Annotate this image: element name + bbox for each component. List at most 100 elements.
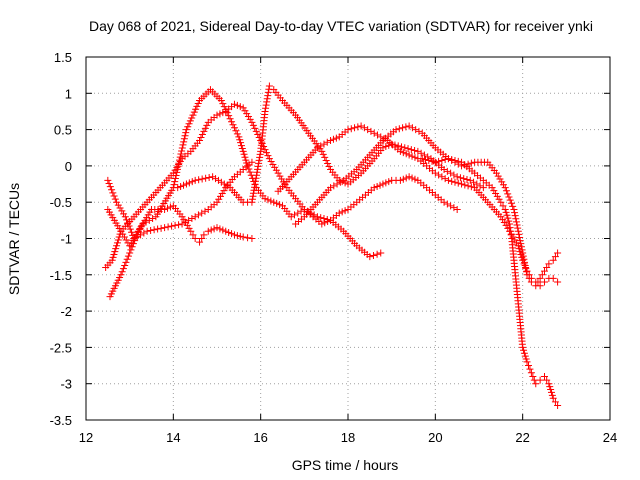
data-point xyxy=(263,95,271,103)
data-point xyxy=(401,144,409,152)
data-point xyxy=(336,178,344,186)
data-point xyxy=(453,205,461,213)
data-point xyxy=(341,207,349,215)
data-point xyxy=(112,245,120,253)
data-point xyxy=(513,239,521,247)
data-point xyxy=(317,214,325,222)
data-point xyxy=(319,150,327,158)
data-point xyxy=(111,195,119,203)
data-point xyxy=(189,231,197,239)
data-point xyxy=(128,228,136,236)
data-point xyxy=(230,231,238,239)
data-point xyxy=(435,171,443,179)
data-point xyxy=(443,200,451,208)
data-point xyxy=(554,278,562,286)
data-point xyxy=(382,179,390,187)
data-point xyxy=(554,401,562,409)
data-point xyxy=(521,352,529,360)
data-point xyxy=(527,278,535,286)
data-point xyxy=(320,215,328,223)
data-point xyxy=(411,175,419,183)
data-point xyxy=(313,144,321,152)
data-point xyxy=(194,211,202,219)
data-point xyxy=(335,209,343,217)
data-point xyxy=(242,156,250,164)
data-point xyxy=(137,231,145,239)
data-point xyxy=(122,258,130,266)
data-point xyxy=(520,346,528,354)
data-point xyxy=(143,227,151,235)
data-point xyxy=(198,209,206,217)
data-point xyxy=(185,179,193,187)
data-point xyxy=(230,124,238,132)
data-point xyxy=(450,171,458,179)
data-point xyxy=(538,271,546,279)
data-point xyxy=(522,355,530,363)
data-point xyxy=(123,255,131,263)
data-point xyxy=(248,198,256,206)
data-point xyxy=(415,127,423,135)
series-2 xyxy=(104,100,461,235)
data-point xyxy=(318,220,326,228)
data-point xyxy=(338,178,346,186)
data-point xyxy=(233,101,241,109)
data-point xyxy=(497,198,505,206)
data-point xyxy=(467,159,475,167)
data-point xyxy=(411,153,419,161)
data-point xyxy=(543,264,551,272)
data-point xyxy=(186,117,194,125)
data-point xyxy=(200,127,208,135)
data-point xyxy=(516,237,524,245)
data-point xyxy=(456,174,464,182)
data-point xyxy=(453,173,461,181)
data-point xyxy=(202,174,210,182)
data-point xyxy=(503,211,511,219)
data-point xyxy=(344,126,352,134)
data-point xyxy=(490,187,498,195)
data-point xyxy=(253,168,261,176)
data-point xyxy=(129,240,137,248)
data-point xyxy=(171,175,179,183)
x-tick-label: 24 xyxy=(603,430,617,445)
data-point xyxy=(461,181,469,189)
data-point xyxy=(545,260,553,268)
data-point xyxy=(267,197,275,205)
data-point xyxy=(532,380,540,388)
data-point xyxy=(184,123,192,131)
data-point xyxy=(209,173,217,181)
data-point xyxy=(111,248,119,256)
data-point xyxy=(150,226,158,234)
data-point xyxy=(506,196,514,204)
x-tick-label: 12 xyxy=(79,430,93,445)
data-point xyxy=(197,133,205,141)
data-point xyxy=(262,149,270,157)
data-point xyxy=(517,240,525,248)
data-point xyxy=(399,149,407,157)
data-point xyxy=(201,207,209,215)
data-point xyxy=(257,136,265,144)
data-point xyxy=(188,178,196,186)
data-point xyxy=(420,151,428,159)
data-point xyxy=(520,349,528,357)
data-point xyxy=(511,212,519,220)
data-point xyxy=(249,121,257,129)
data-point xyxy=(240,150,248,158)
data-point xyxy=(408,124,416,132)
data-point xyxy=(351,124,359,132)
data-point xyxy=(370,129,378,137)
data-point xyxy=(505,193,513,201)
y-axis-label: SDTVAR / TECUs xyxy=(6,183,22,295)
data-point xyxy=(178,144,186,152)
data-point xyxy=(273,199,281,207)
data-point xyxy=(504,214,512,222)
data-point xyxy=(122,236,130,244)
data-point xyxy=(399,175,407,183)
data-point xyxy=(373,131,381,139)
data-point xyxy=(219,226,227,234)
data-point xyxy=(120,233,128,241)
data-point xyxy=(321,153,329,161)
data-point xyxy=(504,190,512,198)
data-point xyxy=(499,202,507,210)
data-point xyxy=(519,249,527,257)
data-point xyxy=(116,204,124,212)
